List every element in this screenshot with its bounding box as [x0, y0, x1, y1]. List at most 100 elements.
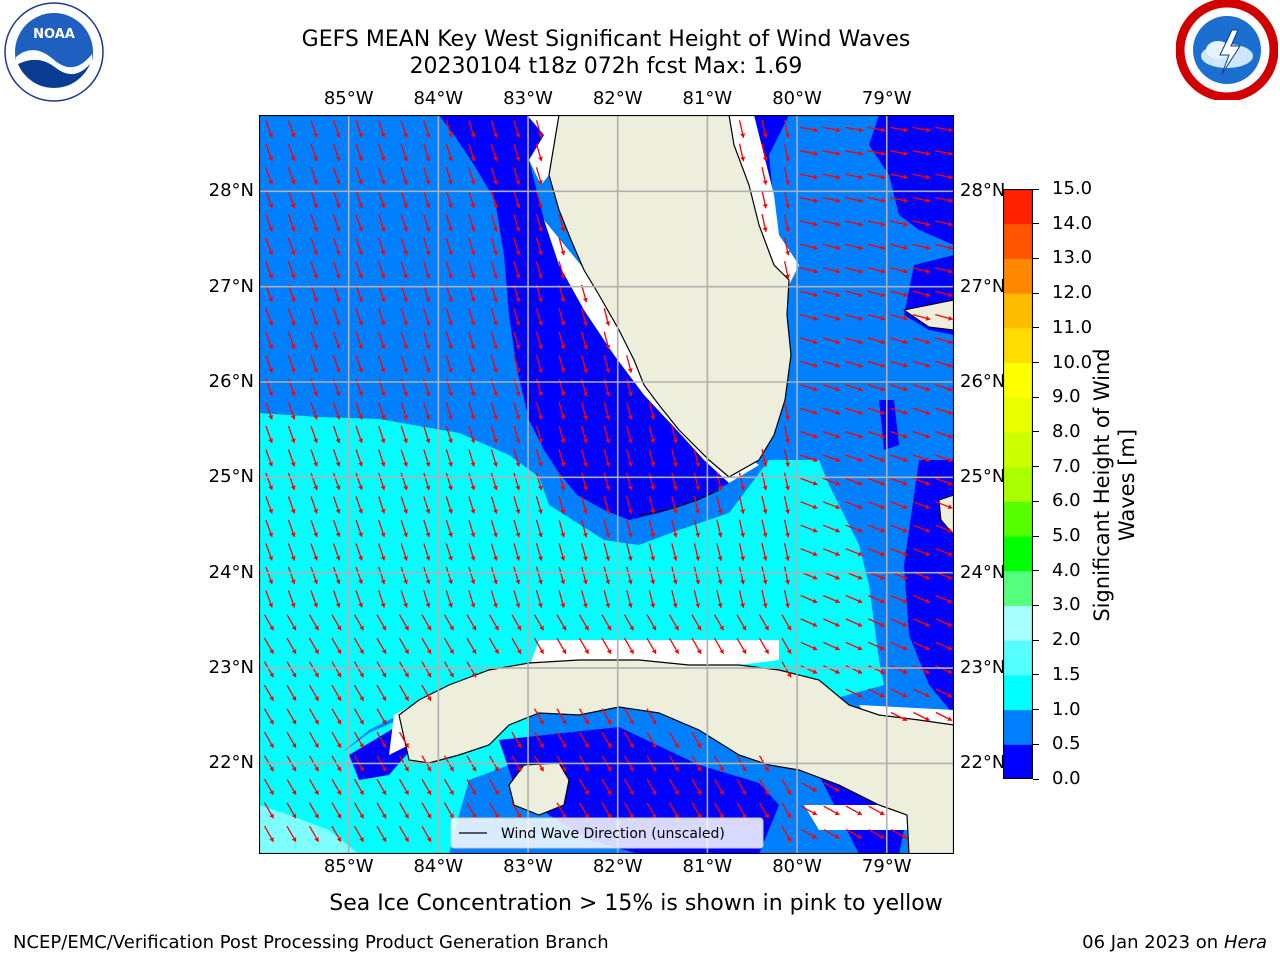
- wave-arrow-head: [857, 810, 862, 816]
- wave-arrow-head: [947, 716, 953, 721]
- lat-label-left: 27°N: [208, 275, 254, 297]
- wave-arrow-head: [785, 180, 790, 185]
- wave-arrow-head: [764, 649, 769, 654]
- wave-arrow-head: [403, 556, 408, 561]
- wave-arrow-head: [903, 386, 908, 392]
- wave-arrow-head: [403, 321, 408, 326]
- wave-arrow-head: [269, 672, 274, 678]
- wave-arrow-head: [674, 813, 679, 819]
- wave-arrow-head: [606, 625, 612, 631]
- wave-arrow-head: [314, 625, 319, 631]
- wave-arrow-head: [314, 766, 319, 772]
- wave-arrow-head: [857, 834, 862, 839]
- wave-arrow-head: [786, 672, 792, 678]
- wave-arrow-head: [650, 462, 656, 467]
- wave-arrow-head: [902, 834, 907, 839]
- colorbar-tick-label: 0.0: [1052, 768, 1081, 789]
- wave-arrow-head: [627, 532, 633, 538]
- wave-arrow-head: [515, 438, 521, 444]
- wave-arrow-head: [493, 509, 498, 514]
- lat-labels-left: 28°N 27°N 26°N 25°N 24°N 23°N 22°N: [0, 0, 256, 960]
- wave-arrow-head: [448, 485, 453, 491]
- wave-arrow-head: [516, 625, 522, 631]
- wave-arrow-head: [925, 528, 930, 533]
- wave-arrow-head: [313, 203, 318, 208]
- wave-arrow-head: [335, 414, 341, 420]
- wave-arrow-head: [812, 528, 818, 533]
- wave-arrow-head: [470, 321, 476, 326]
- wave-arrow-head: [290, 414, 296, 420]
- colorbar-tick-label: 12.0: [1052, 282, 1093, 304]
- wave-arrow-head: [947, 669, 953, 674]
- wave-arrow-head: [515, 462, 521, 467]
- wave-arrow-head: [313, 156, 318, 161]
- wave-arrow-head: [448, 603, 453, 608]
- colorbar-tick-label: 7.0: [1052, 455, 1081, 477]
- wave-arrow-head: [948, 292, 953, 298]
- wave-arrow-head: [268, 391, 273, 396]
- wave-arrow-head: [381, 766, 387, 772]
- wave-arrow-head: [880, 268, 886, 274]
- wave-field-dark-blue-se: [904, 460, 954, 715]
- wave-arrow-head: [290, 203, 296, 208]
- wave-arrow-head: [335, 203, 341, 208]
- wave-arrow-head: [902, 504, 908, 510]
- wave-arrow-head: [813, 268, 818, 274]
- wave-arrow-head: [629, 813, 634, 819]
- wave-arrow-head: [584, 743, 589, 748]
- wave-arrow-head: [269, 649, 274, 654]
- wave-arrow-head: [835, 622, 840, 627]
- wave-arrow-head: [358, 508, 363, 514]
- wave-arrow-head: [336, 743, 342, 748]
- title-line-1: GEFS MEAN Key West Significant Height of…: [301, 27, 911, 52]
- wave-arrow-head: [380, 250, 386, 255]
- wave-arrow-head: [404, 743, 409, 748]
- colorbar-tick-mark: [1033, 743, 1039, 745]
- wave-arrow-head: [672, 462, 678, 467]
- wave-arrow-head: [812, 810, 817, 816]
- wave-arrow-head: [858, 386, 863, 392]
- wave-arrow-head: [380, 180, 386, 185]
- wave-arrow-head: [605, 485, 611, 491]
- wave-arrow-head: [290, 485, 296, 490]
- wave-arrow-head: [470, 203, 476, 209]
- wave-arrow-head: [268, 602, 273, 608]
- wave-arrow-head: [380, 368, 386, 373]
- wave-arrow-head: [717, 485, 723, 491]
- wave-arrow-head: [925, 410, 931, 415]
- wave-arrow-head: [493, 368, 498, 373]
- wave-arrow-head: [425, 485, 431, 491]
- wave-arrow-head: [606, 719, 612, 725]
- wave-arrow-head: [627, 485, 633, 491]
- wave-arrow-head: [314, 813, 319, 819]
- wave-arrow-head: [269, 719, 274, 725]
- lat-labels-right: 28°N 27°N 26°N 25°N 24°N 23°N 22°N: [958, 0, 1018, 960]
- wave-arrow-head: [448, 250, 453, 256]
- wave-arrow-head: [740, 156, 746, 162]
- wave-arrow-head: [425, 321, 431, 326]
- lat-label-left: 23°N: [208, 657, 254, 679]
- wave-arrow-head: [719, 766, 724, 772]
- wave-arrow-head: [493, 603, 498, 608]
- wave-arrow-head: [358, 250, 363, 255]
- wave-arrow-head: [785, 462, 790, 467]
- wave-arrow-head: [336, 790, 342, 795]
- wave-arrow-head: [470, 603, 476, 608]
- wave-arrow-head: [835, 386, 841, 392]
- wave-arrow-head: [403, 509, 408, 514]
- wave-arrow-head: [696, 649, 702, 654]
- wave-arrow-head: [785, 274, 790, 279]
- colorbar-segment: [1003, 258, 1033, 294]
- wave-arrow-head: [359, 837, 364, 842]
- wave-arrow-head: [925, 433, 930, 439]
- wave-arrow-head: [857, 433, 863, 439]
- wave-arrow-head: [493, 438, 498, 444]
- wave-arrow-head: [335, 344, 341, 349]
- wave-arrow-head: [425, 133, 431, 138]
- wave-arrow-head: [471, 672, 477, 678]
- wave-arrow-head: [582, 415, 588, 420]
- wave-arrow-head: [515, 297, 521, 303]
- wave-arrow-head: [813, 151, 818, 156]
- wave-arrow-head: [880, 315, 886, 321]
- colorbar-tick-mark: [1033, 396, 1039, 398]
